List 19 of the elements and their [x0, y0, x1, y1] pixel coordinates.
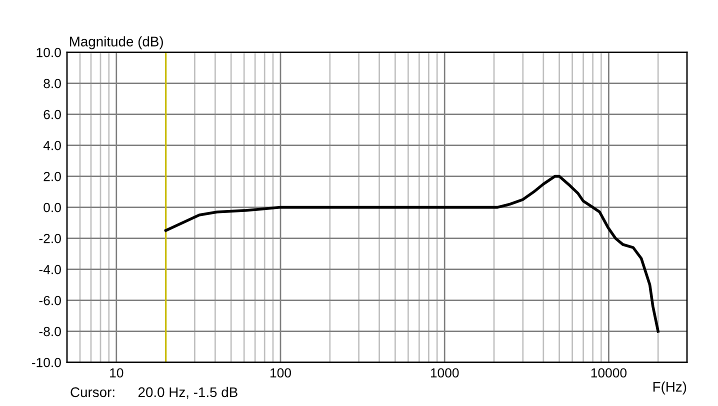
y-tick-label: 6.0: [44, 110, 61, 120]
text: 20.0 Hz, -1.5 dB: [138, 386, 238, 399]
y-tick-label: -8.0: [39, 326, 61, 336]
y-tick-label: 0.0: [44, 202, 61, 212]
x-tick-label: 10: [110, 368, 124, 378]
x-axis-title: F(Hz): [653, 382, 686, 394]
y-tick-label: 10.0: [36, 48, 61, 58]
text: Cursor:: [70, 387, 114, 398]
y-tick-label: 8.0: [44, 78, 61, 88]
y-tick-label: -4.0: [39, 264, 61, 274]
y-tick-label: 2.0: [44, 172, 61, 182]
y-tick-label: 4.0: [43, 140, 61, 150]
x-tick-label: 10000: [591, 368, 627, 378]
y-tick-label: -6.0: [39, 296, 61, 306]
y-tick-label: -10.0: [32, 358, 61, 368]
y-tick-label: -2.0: [39, 234, 61, 244]
y-axis-title: Magnitude (dB): [70, 36, 163, 50]
x-tick-label: 1000: [430, 368, 459, 378]
x-tick-label: 100: [270, 368, 291, 378]
